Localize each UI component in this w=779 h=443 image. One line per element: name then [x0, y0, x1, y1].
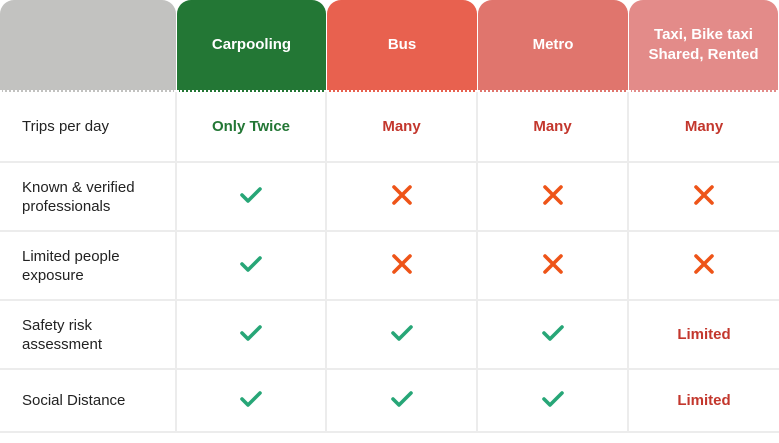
cell-text: Limited: [677, 326, 731, 343]
check-icon: [238, 388, 264, 414]
table-cell: Only Twice: [177, 92, 327, 163]
cell-text: Many: [533, 118, 572, 135]
table-cell: [177, 163, 327, 232]
table-cell: [177, 370, 327, 433]
cell-text: Only Twice: [211, 118, 291, 135]
header-blank: [0, 0, 176, 92]
table-cell: [177, 301, 327, 370]
table-cell: Many: [478, 92, 629, 163]
row-label: Safety risk assessment: [0, 301, 177, 370]
table-cell: [327, 163, 478, 232]
row-label-text: Known & verified professionals: [22, 178, 135, 215]
row-label-text: Social Distance: [22, 392, 126, 409]
header-label: Taxi, Bike taxi Shared, Rented: [648, 26, 759, 63]
cross-icon: [540, 184, 566, 210]
table-cell: [327, 301, 478, 370]
table-cell: Many: [629, 92, 779, 163]
table-cell: [629, 163, 779, 232]
check-icon: [238, 184, 264, 210]
table-cell: [327, 370, 478, 433]
header-taxi: Taxi, Bike taxi Shared, Rented: [629, 0, 778, 92]
row-label-text: Trips per day: [22, 118, 109, 135]
header-metro: Metro: [478, 0, 628, 92]
table-cell: Many: [327, 92, 478, 163]
check-icon: [389, 322, 415, 348]
table-cell: [478, 301, 629, 370]
table-cell: [327, 232, 478, 301]
check-icon: [238, 253, 264, 279]
header-label: Metro: [532, 36, 574, 53]
header-carpooling: Carpooling: [177, 0, 326, 92]
cross-icon: [691, 253, 717, 279]
table-cell: Limited: [629, 370, 779, 433]
cell-text: Many: [684, 118, 724, 135]
comparison-table: Carpooling Bus Metro Taxi, Bike taxi Shared…: [0, 0, 779, 433]
row-label: Social Distance: [0, 370, 177, 433]
cross-icon: [691, 184, 717, 210]
cross-icon: [540, 253, 566, 279]
row-label: Limited people exposure: [0, 232, 177, 301]
cross-icon: [389, 184, 415, 210]
table-cell: [629, 232, 779, 301]
table-cell: [177, 232, 327, 301]
row-label: Known & verified professionals: [0, 163, 177, 232]
header-bus: Bus: [327, 0, 477, 92]
row-label-text: Limited people exposure: [22, 247, 120, 284]
table-cell: [478, 232, 629, 301]
header-label: Bus: [387, 36, 417, 53]
check-icon: [540, 322, 566, 348]
row-label-text: Safety risk assessment: [22, 316, 103, 353]
table-cell: [478, 163, 629, 232]
cross-icon: [389, 253, 415, 279]
table-cell: [478, 370, 629, 433]
check-icon: [238, 322, 264, 348]
cell-text: Limited: [677, 392, 731, 409]
header-label: Carpooling: [211, 36, 292, 53]
check-icon: [540, 388, 566, 414]
table-cell: Limited: [629, 301, 779, 370]
check-icon: [389, 388, 415, 414]
cell-text: Many: [382, 118, 421, 135]
row-label: Trips per day: [0, 92, 177, 163]
